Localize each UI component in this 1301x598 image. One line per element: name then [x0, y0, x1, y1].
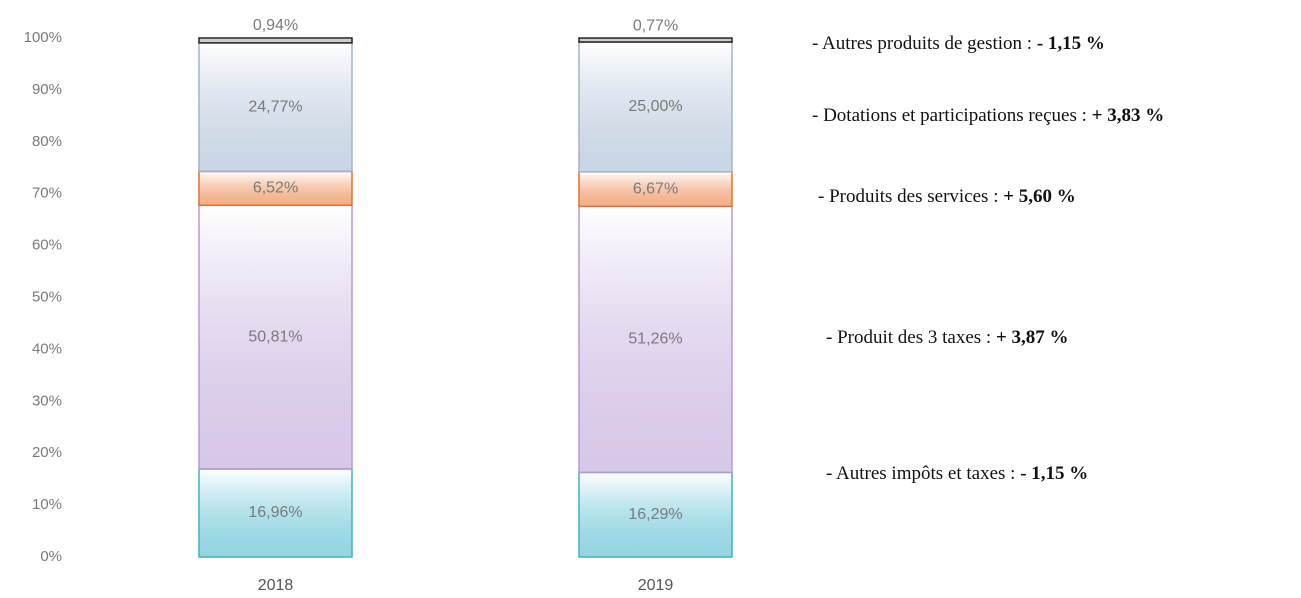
data-label: 6,67% [633, 180, 678, 197]
data-label: 6,52% [253, 180, 298, 197]
bar-segment [578, 171, 733, 208]
annotation: - Produits des services : + 5,60 % [818, 186, 1076, 207]
annotation: - Dotations et participations reçues : +… [812, 105, 1164, 126]
annotation-change: - 1,15 % [1020, 463, 1088, 484]
data-label: 24,77% [248, 98, 302, 115]
y-tick-label: 10% [32, 496, 62, 513]
annotation-text: - Produits des services : [818, 186, 1003, 207]
annotation: - Produit des 3 taxes : + 3,87 % [826, 327, 1069, 348]
annotation-change: + 5,60 % [1003, 186, 1076, 207]
data-label: 16,96% [248, 504, 302, 521]
bar-segment [578, 205, 733, 474]
data-label: 0,94% [253, 17, 298, 34]
annotation-text: - Produit des 3 taxes : [826, 327, 996, 348]
x-tick-label: 2019 [638, 577, 674, 594]
data-label: 0,77% [633, 17, 678, 34]
annotation: - Autres produits de gestion : - 1,15 % [812, 33, 1105, 54]
y-tick-label: 100% [24, 29, 62, 46]
y-tick-label: 0% [40, 548, 62, 565]
bar-segment [578, 37, 733, 43]
annotation-text: - Autres produits de gestion : [812, 33, 1037, 54]
bar-segment [198, 468, 353, 558]
annotation-text: - Dotations et participations reçues : [812, 105, 1092, 126]
y-tick-label: 20% [32, 444, 62, 461]
annotation-change: + 3,87 % [996, 327, 1069, 348]
y-tick-label: 80% [32, 133, 62, 150]
annotation: - Autres impôts et taxes : - 1,15 % [826, 463, 1088, 484]
data-label: 51,26% [628, 331, 682, 348]
bar-segment [198, 42, 353, 173]
data-label: 50,81% [248, 328, 302, 345]
y-tick-label: 40% [32, 340, 62, 357]
bar-segment [578, 41, 733, 173]
bar-segment [578, 471, 733, 558]
bar-segment [198, 204, 353, 470]
data-label: 16,29% [628, 506, 682, 523]
annotation-text: - Autres impôts et taxes : [826, 463, 1020, 484]
y-tick-label: 60% [32, 237, 62, 254]
y-tick-label: 90% [32, 81, 62, 98]
data-label: 25,00% [628, 98, 682, 115]
y-tick-label: 30% [32, 392, 62, 409]
annotation-change: + 3,83 % [1092, 105, 1165, 126]
bar-segment [198, 37, 353, 44]
x-tick-label: 2018 [258, 577, 294, 594]
y-tick-label: 50% [32, 288, 62, 305]
annotation-change: - 1,15 % [1037, 33, 1105, 54]
y-tick-label: 70% [32, 185, 62, 202]
